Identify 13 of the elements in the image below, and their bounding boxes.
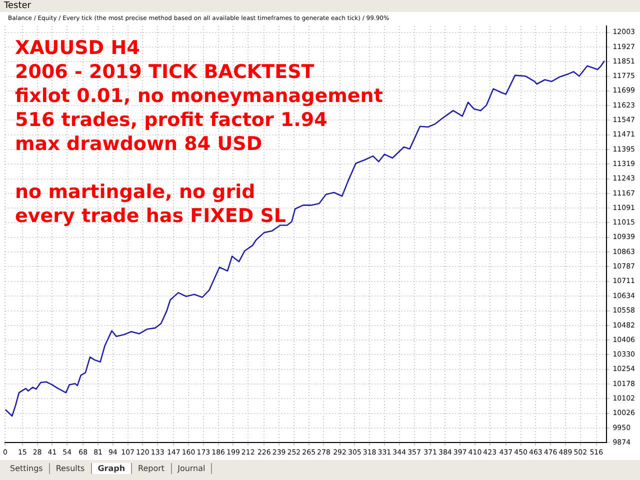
annotation: 516 trades, profit factor 1.94 xyxy=(15,108,328,132)
text: Graph xyxy=(92,463,132,474)
annotation: XAUUSD H4 xyxy=(15,36,141,60)
annotation: every trade has FIXED SL xyxy=(15,204,288,228)
annotation: fixlot 0.01, no moneymanagement xyxy=(15,84,383,108)
annotation: 2006 - 2019 TICK BACKTEST xyxy=(15,60,316,84)
text: Results xyxy=(50,463,92,474)
annotation: no martingale, no grid xyxy=(15,180,256,204)
text: Report xyxy=(132,463,172,474)
annotation: max drawdown 84 USD xyxy=(15,132,264,156)
text: Journal xyxy=(172,463,212,474)
chart-title: Tester xyxy=(4,1,31,11)
text: Settings xyxy=(4,463,50,474)
